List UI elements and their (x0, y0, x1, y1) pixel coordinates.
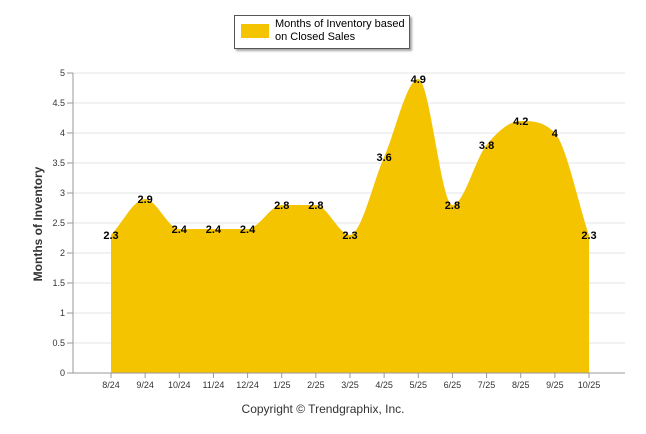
y-tick-label: 2 (60, 248, 65, 258)
y-tick-label: 0 (60, 368, 65, 378)
y-tick-label: 3.5 (52, 158, 65, 168)
data-label: 2.3 (103, 230, 118, 242)
data-label: 3.8 (479, 140, 494, 152)
x-tick-label: 5/25 (410, 380, 428, 390)
x-tick-label: 9/25 (546, 380, 564, 390)
y-tick-label: 0.5 (52, 338, 65, 348)
data-label: 2.4 (172, 224, 188, 236)
data-label: 3.6 (376, 152, 391, 164)
y-tick-label: 3 (60, 188, 65, 198)
area-series-fill[interactable] (111, 79, 589, 373)
data-label: 4 (552, 128, 559, 140)
y-tick-label: 1.5 (52, 278, 65, 288)
x-tick-label: 9/24 (136, 380, 154, 390)
data-label: 4.2 (513, 116, 528, 128)
x-tick-label: 10/25 (578, 380, 601, 390)
y-axis-title: Months of Inventory (31, 166, 45, 281)
data-label: 2.4 (206, 224, 222, 236)
x-tick-label: 10/24 (168, 380, 191, 390)
x-tick-label: 7/25 (478, 380, 496, 390)
data-label: 2.9 (137, 194, 152, 206)
data-labels: 2.3 2.9 2.4 2.4 2.4 2.8 2.8 2.3 3.6 4.9 2.8 3.8 4.2 4… (103, 74, 596, 242)
y-tick-label: 2.5 (52, 218, 65, 228)
x-tick-label: 2/25 (307, 380, 325, 390)
copyright-text: Copyright © Trendgraphix, Inc. (241, 402, 405, 416)
data-label: 2.3 (342, 230, 357, 242)
x-tick-label: 4/25 (375, 380, 393, 390)
y-tick-label: 4.5 (52, 98, 65, 108)
data-label: 2.4 (240, 224, 256, 236)
data-label: 2.3 (581, 230, 596, 242)
x-tick-label: 1/25 (273, 380, 291, 390)
y-tick-label: 4 (60, 128, 65, 138)
legend-swatch (241, 24, 269, 38)
x-tick-label: 8/24 (102, 380, 120, 390)
y-tick-label: 1 (60, 308, 65, 318)
x-tick-label: 8/25 (512, 380, 530, 390)
data-label: 4.9 (411, 74, 426, 86)
data-label: 2.8 (274, 200, 289, 212)
data-label: 2.8 (445, 200, 460, 212)
legend-label: Months of Inventory based on Closed Sale… (275, 18, 405, 43)
area-series (111, 79, 589, 373)
data-label: 2.8 (308, 200, 323, 212)
axes: 0 0.5 1 1.5 2 2.5 3 3.5 4 4.5 5 8/24 9/24 10/24 11/24 1… (52, 68, 625, 390)
x-tick-label: 6/25 (444, 380, 462, 390)
legend[interactable]: Months of Inventory based on Closed Sale… (234, 15, 410, 49)
x-tick-label: 11/24 (202, 380, 224, 390)
x-tick-label: 12/24 (236, 380, 259, 390)
y-tick-label: 5 (60, 68, 65, 78)
x-tick-label: 3/25 (341, 380, 359, 390)
